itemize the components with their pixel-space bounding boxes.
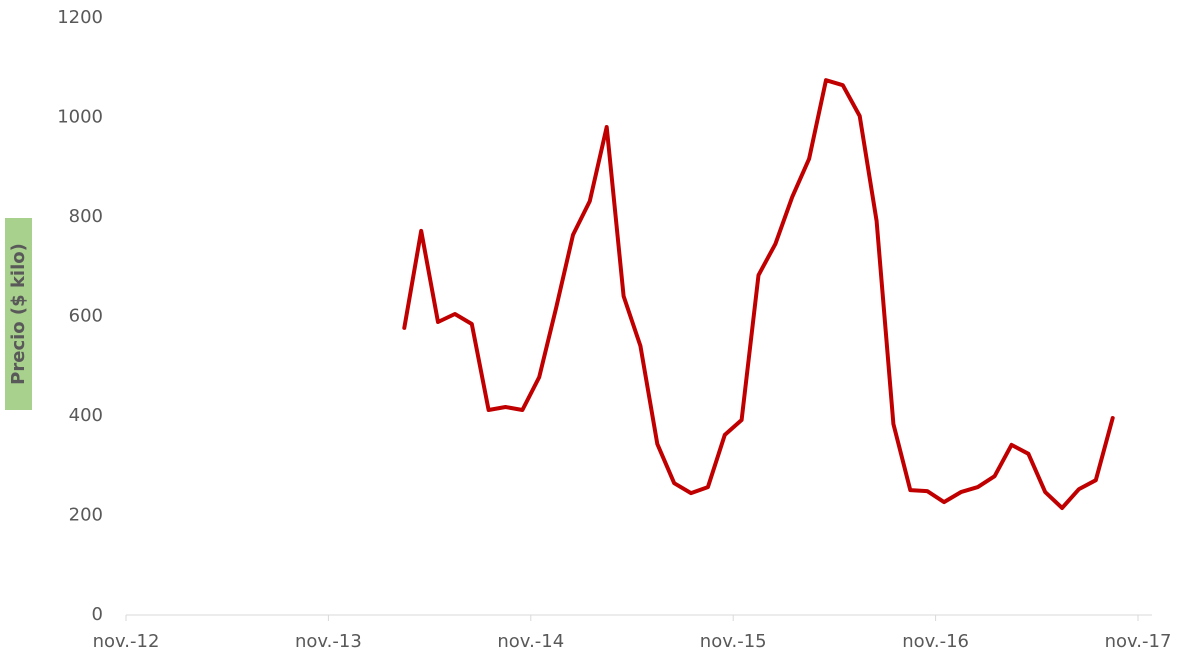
y-axis-label: Precio ($ kilo)	[8, 243, 29, 385]
x-tick-label: nov.-12	[93, 631, 160, 652]
y-tick-label: 1200	[57, 7, 103, 28]
y-label-background	[5, 218, 32, 410]
y-tick-label: 0	[92, 604, 103, 625]
x-tick-label: nov.-14	[497, 631, 564, 652]
y-tick-label: 200	[69, 505, 103, 526]
y-tick-label: 1000	[57, 107, 103, 128]
y-tick-label: 800	[69, 206, 103, 227]
x-tick-label: nov.-16	[902, 631, 969, 652]
y-tick-label: 400	[69, 405, 103, 426]
y-tick-label: 600	[69, 306, 103, 327]
x-tick-label: nov.-13	[295, 631, 362, 652]
data-line	[402, 78, 1115, 510]
x-tick-label: nov.-15	[700, 631, 767, 652]
x-tick-label: nov.-17	[1105, 631, 1172, 652]
